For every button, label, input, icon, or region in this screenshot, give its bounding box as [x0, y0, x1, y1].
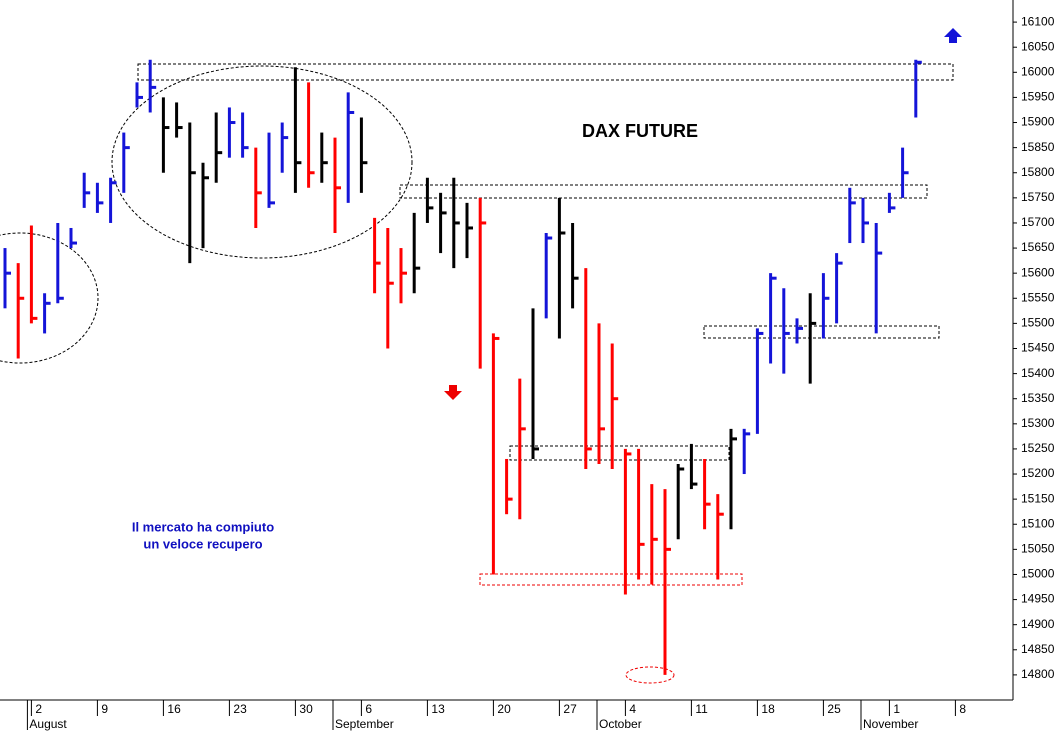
- y-tick-label: 15350: [1021, 391, 1055, 405]
- x-tick-label: 18: [761, 702, 775, 716]
- y-tick-label: 15300: [1021, 416, 1055, 430]
- y-tick-label: 15000: [1021, 567, 1055, 581]
- x-tick-label: 1: [893, 702, 900, 716]
- y-tick-label: 15600: [1021, 265, 1055, 279]
- pattern-ellipse: [111, 65, 413, 259]
- month-label: October: [599, 717, 642, 731]
- y-tick-label: 15500: [1021, 316, 1055, 330]
- pattern-ellipse: [0, 232, 99, 364]
- y-tick-label: 15550: [1021, 290, 1055, 304]
- up-arrow: [944, 28, 962, 43]
- month-label: August: [29, 717, 67, 731]
- y-tick-label: 14850: [1021, 642, 1055, 656]
- y-tick-label: 15200: [1021, 466, 1055, 480]
- y-tick-label: 15750: [1021, 190, 1055, 204]
- y-tick-label: 15950: [1021, 90, 1055, 104]
- support-zone: [703, 325, 940, 339]
- y-tick-label: 16000: [1021, 64, 1055, 78]
- annotation-shapes: [0, 28, 962, 684]
- x-tick-label: 20: [497, 702, 511, 716]
- down-arrow: [444, 385, 462, 400]
- y-tick-label: 15800: [1021, 165, 1055, 179]
- y-tick-label: 15100: [1021, 516, 1055, 530]
- x-tick-label: 8: [959, 702, 966, 716]
- y-tick-label: 16050: [1021, 39, 1055, 53]
- y-tick-label: 14950: [1021, 592, 1055, 606]
- x-tick-label: 16: [167, 702, 181, 716]
- y-tick-label: 14900: [1021, 617, 1055, 631]
- y-tick-label: 15700: [1021, 215, 1055, 229]
- x-tick-label: 27: [563, 702, 577, 716]
- support-zone: [509, 445, 730, 461]
- x-tick-label: 2: [35, 702, 42, 716]
- y-tick-label: 15050: [1021, 542, 1055, 556]
- annotation: un veloce recupero: [143, 536, 262, 551]
- month-label: September: [335, 717, 394, 731]
- x-tick-label: 30: [299, 702, 313, 716]
- x-tick-label: 25: [827, 702, 841, 716]
- y-tick-label: 16100: [1021, 14, 1055, 28]
- y-tick-label: 14800: [1021, 667, 1055, 681]
- y-tick-label: 15400: [1021, 366, 1055, 380]
- x-tick-label: 23: [233, 702, 247, 716]
- y-tick-label: 15150: [1021, 491, 1055, 505]
- month-label: November: [863, 717, 918, 731]
- x-tick-label: 9: [101, 702, 108, 716]
- x-tick-label: 13: [431, 702, 445, 716]
- y-tick-label: 15650: [1021, 240, 1055, 254]
- y-tick-label: 15900: [1021, 115, 1055, 129]
- y-tick-label: 15850: [1021, 140, 1055, 154]
- x-tick-label: 6: [365, 702, 372, 716]
- resistance-zone: [137, 63, 954, 81]
- low-marker: [625, 666, 675, 684]
- y-tick-label: 15450: [1021, 341, 1055, 355]
- annotation: Il mercato ha compiuto: [132, 519, 274, 534]
- y-tick-label: 15250: [1021, 441, 1055, 455]
- x-tick-label: 4: [629, 702, 636, 716]
- chart-title: DAX FUTURE: [582, 121, 698, 141]
- support-zone: [479, 573, 743, 586]
- x-tick-label: 11: [695, 702, 708, 716]
